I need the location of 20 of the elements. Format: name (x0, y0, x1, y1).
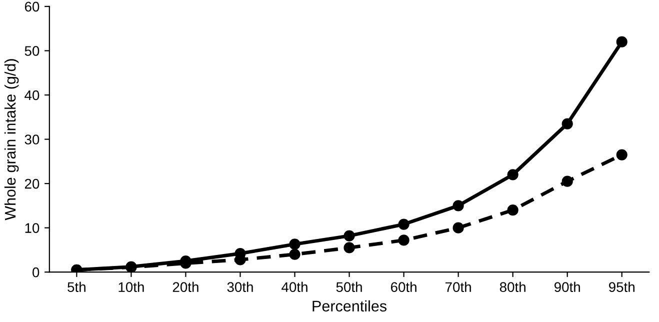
x-tick-label: 70th (446, 282, 471, 292)
x-tick-label: 95th (608, 282, 634, 292)
x-tick-label: 50th (336, 282, 362, 292)
x-tick-label: 5th (68, 282, 86, 292)
y-tick-label: 30 (24, 134, 40, 144)
y-tick-label: 10 (25, 223, 40, 233)
x-tick-label: 80th (500, 282, 526, 292)
y-tick-label: 60 (24, 2, 40, 12)
x-tick-label: 40th (282, 282, 308, 292)
x-tick-label: 60th (390, 282, 416, 292)
x-tick-label: 30th (227, 282, 253, 292)
y-axis-title: Whole grain intake (g/d) (4, 59, 19, 220)
y-tick-label: 50 (24, 46, 40, 56)
x-tick-label: 20th (172, 282, 198, 292)
y-tick-label: 20 (24, 178, 40, 189)
y-tick-label: 0 (32, 267, 40, 278)
x-axis-title: Percentiles (312, 300, 387, 312)
y-tick-label: 40 (24, 90, 40, 100)
x-tick-label: 90th (554, 282, 580, 292)
x-tick-label: 10th (118, 282, 144, 292)
